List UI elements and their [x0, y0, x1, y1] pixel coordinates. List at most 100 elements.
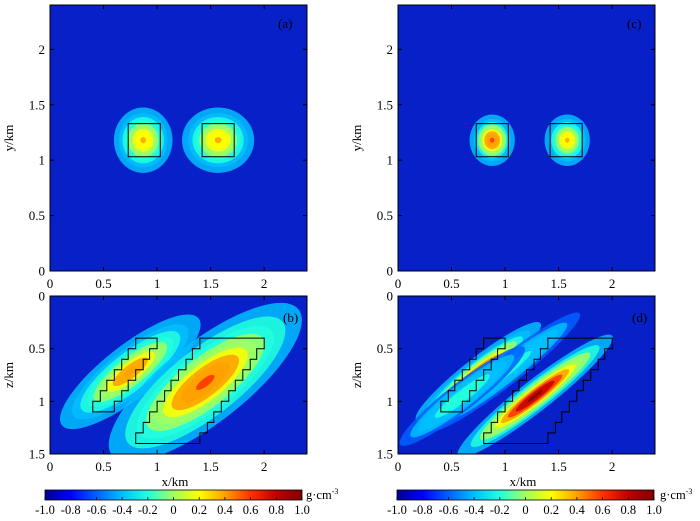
colorbar-left-unit: g·cm-3 — [306, 487, 338, 502]
colorbar-tick-label: -0.4 — [464, 503, 485, 517]
y-tick-label: 0.5 — [29, 341, 45, 356]
y-tick-label: 1.5 — [377, 97, 393, 112]
panel-b-ylabel: z/km — [1, 362, 16, 388]
colorbar-tick-label: -0.4 — [112, 503, 133, 517]
x-tick-label: 2 — [261, 276, 268, 291]
y-tick-label: 1.5 — [377, 447, 393, 462]
colorbar-tick-label: 1.0 — [646, 503, 662, 517]
x-tick-label: 0 — [47, 459, 54, 474]
colorbar-tick-label: 1.0 — [294, 503, 310, 517]
y-tick-label: 0 — [39, 264, 46, 279]
outline-dipping-body-1 — [92, 337, 158, 413]
heatmap-d — [398, 296, 655, 454]
x-tick-label: 1 — [502, 276, 509, 291]
anomaly-contour — [140, 137, 146, 144]
anomaly-contour — [527, 390, 543, 402]
anomaly-a-2 — [182, 107, 255, 173]
outline-dipping-body-2 — [135, 337, 265, 444]
colorbar-tick-label: 0.8 — [620, 503, 636, 517]
x-tick-label: 1 — [154, 276, 161, 291]
outline-dipping-body-2 — [483, 337, 613, 444]
anomaly-contour — [214, 137, 222, 144]
anomaly-contour — [565, 137, 570, 143]
y-tick-label: 2 — [387, 42, 394, 57]
colorbar-tick-label: 0.8 — [268, 503, 284, 517]
colorbar-right-unit-exp: -3 — [686, 487, 693, 496]
panel-d-label: (d) — [632, 310, 647, 325]
panel-b-frame — [49, 295, 308, 455]
x-tick-label: 1 — [502, 459, 509, 474]
heatmap-background — [398, 5, 655, 271]
x-tick-label: 2 — [609, 459, 616, 474]
colorbar-tick-label: 0.6 — [243, 503, 259, 517]
x-tick-label: 2 — [609, 276, 616, 291]
colorbar-tick-label: -0.6 — [87, 503, 107, 517]
colorbar-tick-label: 0.4 — [569, 503, 585, 517]
outline-block-1 — [475, 123, 509, 158]
y-tick-label: 1.5 — [29, 97, 45, 112]
panel-c: (c) y/km 0 0.5 1 1.5 2 0 0.5 1 1.5 2 — [349, 4, 656, 291]
colorbar-left-unit-base: g·cm — [306, 488, 332, 502]
colorbar-tick-label: -1.0 — [387, 503, 407, 517]
outline-block-1 — [127, 123, 161, 158]
anomaly-c-1 — [469, 114, 515, 166]
x-tick-label: 0.5 — [443, 276, 459, 291]
x-tick-label: 0 — [47, 276, 54, 291]
anomaly-b-2 — [108, 302, 302, 454]
heatmap-b — [50, 296, 307, 454]
panel-d-ylabel: z/km — [349, 362, 364, 388]
x-tick-label: 1.5 — [551, 276, 567, 291]
y-tick-label: 0 — [387, 264, 394, 279]
colorbar-tick-label: -0.2 — [490, 503, 510, 517]
colorbar-tick-label: -1.0 — [35, 503, 55, 517]
y-tick-label: 0.5 — [377, 341, 393, 356]
panel-d: (d) z/km x/km 0 0.5 1 1.5 2 0 0.5 1 1.5 — [349, 289, 656, 489]
x-tick-label: 0.5 — [95, 276, 111, 291]
anomaly-contour — [456, 391, 469, 401]
anomaly-b-1 — [59, 314, 201, 430]
colorbar-right: g·cm-3 -1.0 -0.8 -0.6 -0.4 -0.2 0 0.2 0.4 0.6 0.8… — [387, 487, 692, 517]
anomaly-d-4 — [399, 346, 526, 446]
colorbar-tick-label: 0.2 — [191, 503, 207, 517]
colorbar-tick-label: -0.8 — [61, 503, 81, 517]
colorbar-tick-label: 0.2 — [543, 503, 559, 517]
x-tick-label: 0.5 — [443, 459, 459, 474]
y-tick-label: 0.5 — [377, 208, 393, 223]
panel-a-label: (a) — [278, 16, 292, 31]
anomaly-contour — [490, 137, 495, 143]
x-tick-label: 0 — [395, 276, 402, 291]
colorbar-left: g·cm-3 -1.0 -0.8 -0.6 -0.4 -0.2 0 0.2 0.4 0.6 0.8… — [35, 487, 338, 517]
x-tick-label: 1 — [154, 459, 161, 474]
colorbar-tick-label: 0.4 — [217, 503, 233, 517]
y-tick-label: 1 — [39, 394, 46, 409]
panel-b: (b) z/km x/km 0 0.5 1 1.5 2 0 0.5 1 1.5 — [1, 289, 308, 489]
y-tick-label: 0 — [39, 289, 46, 304]
heatmap-a — [50, 5, 307, 271]
panel-a-ylabel: y/km — [1, 125, 16, 152]
outline-dipping-body-1 — [440, 337, 506, 413]
y-tick-label: 1 — [387, 394, 394, 409]
colorbar-tick-label: 0 — [170, 503, 176, 517]
colorbar-tick-label: -0.6 — [439, 503, 459, 517]
anomaly-c-2 — [544, 114, 590, 166]
colorbar-tick-label: 0.6 — [595, 503, 611, 517]
panel-b-xlabel: x/km — [162, 474, 189, 489]
y-tick-label: 1 — [39, 153, 46, 168]
y-tick-label: 0 — [387, 289, 394, 304]
x-tick-label: 0 — [395, 459, 402, 474]
heatmap-background — [50, 5, 307, 271]
colorbar-tick-label: -0.8 — [413, 503, 433, 517]
colorbar-tick-label: 0 — [522, 503, 528, 517]
colorbar-tick-label: -0.2 — [138, 503, 158, 517]
colorbar-right-unit: g·cm-3 — [660, 487, 692, 502]
panel-a: (a) y/km 0 0.5 1 1.5 2 0 0.5 1 1.5 2 — [1, 4, 308, 291]
x-tick-label: 1.5 — [203, 276, 219, 291]
anomaly-contour — [123, 366, 138, 378]
y-tick-label: 1 — [387, 153, 394, 168]
colorbar-right-unit-base: g·cm — [660, 488, 686, 502]
anomaly-contour — [196, 374, 215, 391]
panel-c-label: (c) — [627, 16, 641, 31]
anomaly-d-2 — [457, 334, 613, 454]
x-tick-label: 1.5 — [551, 459, 567, 474]
x-tick-label: 2 — [261, 459, 268, 474]
